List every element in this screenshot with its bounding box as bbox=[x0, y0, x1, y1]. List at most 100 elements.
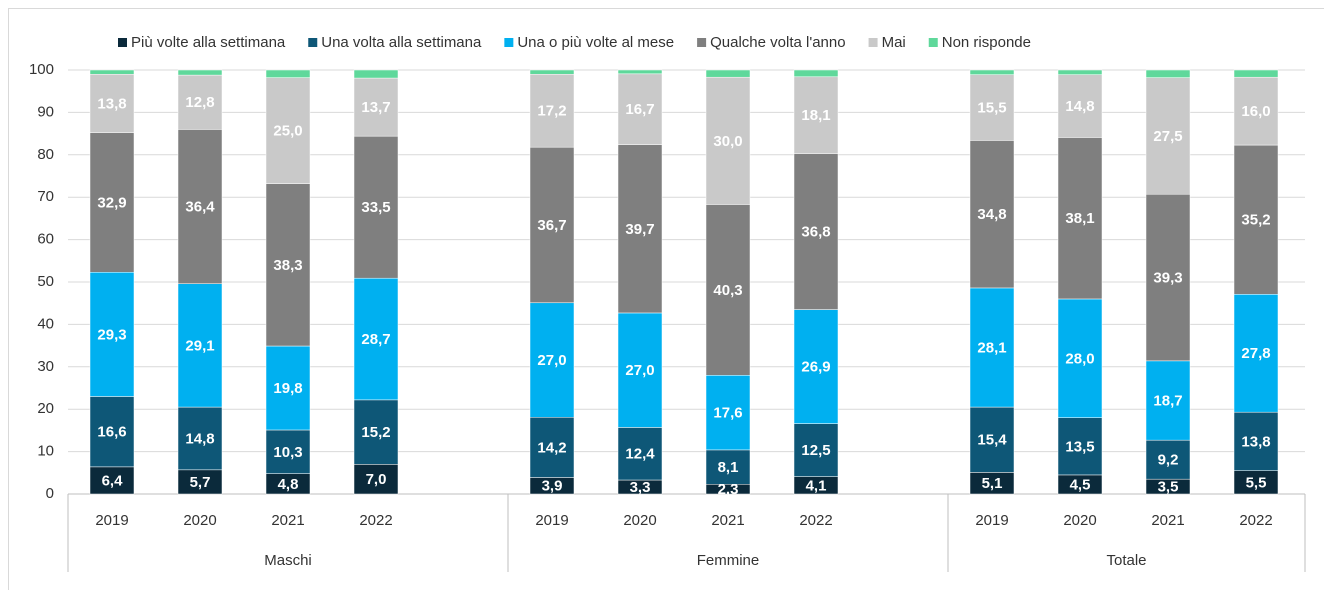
bar-segment bbox=[617, 69, 663, 75]
bar-segment bbox=[353, 77, 399, 137]
value-label: 27,5 bbox=[1153, 128, 1182, 145]
x-tick-label: 2022 bbox=[1239, 512, 1272, 529]
bar-segment bbox=[1233, 76, 1279, 146]
value-label: 14,8 bbox=[185, 430, 214, 447]
y-tick-label: 100 bbox=[29, 61, 54, 78]
value-label: 15,5 bbox=[977, 99, 1006, 116]
value-label: 32,9 bbox=[97, 194, 126, 211]
legend-swatch bbox=[697, 38, 707, 47]
bar-segment bbox=[177, 469, 223, 495]
x-tick-label: 2022 bbox=[359, 512, 392, 529]
value-label: 13,8 bbox=[97, 95, 126, 112]
value-label: 14,2 bbox=[537, 439, 566, 456]
bar-segment bbox=[969, 287, 1015, 408]
bar-segment bbox=[793, 76, 839, 154]
value-label: 12,5 bbox=[801, 442, 830, 459]
value-label: 14,8 bbox=[1065, 98, 1094, 115]
legend-swatch bbox=[928, 38, 938, 47]
bar-segment bbox=[89, 396, 135, 468]
x-tick-label: 2019 bbox=[95, 512, 128, 529]
value-label: 12,8 bbox=[185, 94, 214, 111]
bar-segment bbox=[265, 345, 311, 431]
value-label: 29,3 bbox=[97, 326, 126, 343]
value-label: 18,1 bbox=[801, 107, 830, 124]
y-tick-label: 70 bbox=[37, 188, 54, 205]
value-label: 5,5 bbox=[1246, 474, 1267, 491]
value-label: 38,1 bbox=[1065, 210, 1094, 227]
bar-segment bbox=[1057, 137, 1103, 300]
x-tick-label: 2019 bbox=[535, 512, 568, 529]
bar-segment bbox=[353, 399, 399, 465]
bar-segment bbox=[1057, 69, 1103, 75]
bar-segment bbox=[705, 449, 751, 485]
x-tick-label: 2022 bbox=[799, 512, 832, 529]
bar-segment bbox=[89, 69, 135, 75]
x-tick-label: 2021 bbox=[1151, 512, 1184, 529]
y-tick-label: 60 bbox=[37, 231, 54, 248]
group-label: Maschi bbox=[264, 552, 312, 569]
bar-segment bbox=[1057, 74, 1103, 138]
bar-segment bbox=[265, 77, 311, 184]
value-label: 26,9 bbox=[801, 359, 830, 376]
value-label: 9,2 bbox=[1158, 452, 1179, 469]
x-tick-label: 2021 bbox=[711, 512, 744, 529]
value-label: 29,1 bbox=[185, 337, 214, 354]
bar-segment bbox=[177, 74, 223, 130]
bar-segment bbox=[969, 140, 1015, 289]
value-label: 17,6 bbox=[713, 405, 742, 422]
y-tick-label: 0 bbox=[46, 485, 54, 502]
bar-segment bbox=[793, 69, 839, 78]
bar-segment bbox=[617, 312, 663, 428]
bar-segment bbox=[529, 69, 575, 75]
legend-label: Qualche volta l'anno bbox=[710, 34, 845, 51]
y-tick-label: 90 bbox=[37, 103, 54, 120]
value-label: 28,7 bbox=[361, 331, 390, 348]
bar-segment bbox=[529, 302, 575, 418]
x-tick-label: 2020 bbox=[183, 512, 216, 529]
bar-segment bbox=[353, 135, 399, 279]
value-label: 39,7 bbox=[625, 221, 654, 238]
bar-segment bbox=[705, 69, 751, 78]
bar-segment bbox=[617, 427, 663, 481]
value-label: 33,5 bbox=[361, 199, 390, 216]
bar-segment bbox=[1057, 417, 1103, 476]
value-label: 34,8 bbox=[977, 206, 1006, 223]
value-label: 12,4 bbox=[625, 446, 655, 463]
bar-segment bbox=[353, 277, 399, 401]
bar-segment bbox=[529, 146, 575, 304]
legend-label: Mai bbox=[882, 34, 906, 51]
y-tick-label: 40 bbox=[37, 315, 54, 332]
y-tick-label: 80 bbox=[37, 146, 54, 163]
group-label: Femmine bbox=[697, 552, 760, 569]
value-label: 3,9 bbox=[542, 478, 563, 495]
value-label: 6,4 bbox=[102, 472, 124, 489]
value-label: 28,0 bbox=[1065, 350, 1094, 367]
value-label: 15,4 bbox=[977, 432, 1007, 449]
bar-segment bbox=[617, 73, 663, 145]
value-label: 18,7 bbox=[1153, 392, 1182, 409]
bar-segment bbox=[1145, 193, 1191, 362]
value-label: 38,3 bbox=[273, 257, 302, 274]
value-label: 36,7 bbox=[537, 217, 566, 234]
value-label: 16,0 bbox=[1241, 103, 1270, 120]
bar-segment bbox=[353, 464, 399, 495]
bar-segment bbox=[89, 132, 135, 273]
value-label: 4,8 bbox=[278, 476, 299, 493]
bar-segment bbox=[177, 406, 223, 471]
bar-segment bbox=[705, 204, 751, 376]
value-label: 3,3 bbox=[630, 479, 651, 496]
bar-segment bbox=[89, 73, 135, 134]
bar-segment bbox=[1145, 77, 1191, 195]
value-label: 16,7 bbox=[625, 101, 654, 118]
bar-segment bbox=[1233, 294, 1279, 413]
value-label: 3,5 bbox=[1158, 479, 1179, 496]
bar-segment bbox=[705, 375, 751, 451]
legend-label: Non risponde bbox=[942, 34, 1031, 51]
value-label: 25,0 bbox=[273, 123, 302, 140]
value-label: 35,2 bbox=[1241, 212, 1270, 229]
y-tick-label: 10 bbox=[37, 443, 54, 460]
bar-segment bbox=[89, 271, 135, 397]
value-label: 4,5 bbox=[1070, 476, 1091, 493]
value-label: 16,6 bbox=[97, 424, 126, 441]
